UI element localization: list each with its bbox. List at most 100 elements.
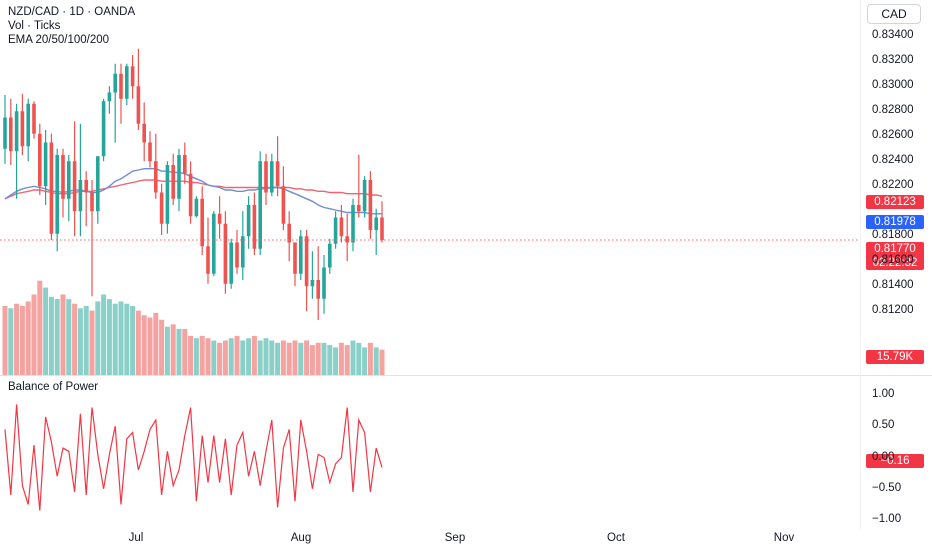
candle-body [304,236,309,287]
volume-bar [280,340,286,375]
candle-body [299,236,303,274]
candle-body [72,161,77,212]
bop-legend[interactable]: Balance of Power [8,381,99,393]
volume-bar [309,345,315,375]
volume-bar [112,303,118,375]
candle-body [183,155,187,174]
volume-bar [2,306,8,375]
bar-countdown: 02:22:32 [872,257,918,269]
volume-bar [14,303,20,375]
volume-bar [350,340,356,375]
candle-body [351,205,355,243]
candle-body [154,161,158,193]
price-tick-label: 0.82200 [872,179,914,192]
volume-bar [321,342,327,375]
volume-bar [118,301,124,375]
volume-bar [141,315,147,375]
candle-body [38,133,42,187]
volume-bar [153,312,159,375]
candle-body [188,173,193,217]
price-tick-label: 0.82600 [872,129,914,142]
candle-body [148,142,152,162]
volume-bar [304,340,310,375]
bop-tick-label: 1.00 [872,388,895,400]
volume-bar [246,338,252,375]
volume-bar [240,340,246,375]
bop-line [4,404,383,511]
candle-body [171,165,175,199]
volume-bar [83,306,89,375]
candle-body [125,66,129,99]
time-tick-label: Aug [290,532,312,544]
last-price-tag: 0.81770 02:22:32 [866,242,924,270]
volume-bar [72,303,78,375]
volume-bar [217,342,223,375]
candle-body [90,192,94,212]
candle-body [229,242,233,284]
candle-body [3,117,7,149]
volume-bar [25,301,31,375]
candle-body [357,205,361,212]
candle-body [26,103,30,147]
candle-body [113,73,117,93]
candle-body [14,111,19,152]
volume-bar [327,345,333,375]
candle-body [316,280,320,299]
volume-bar [251,335,257,375]
candle-body [333,217,338,244]
price-tick-label: 0.83200 [872,54,914,67]
volume-bar [130,306,136,375]
candle-body [368,180,373,230]
volume-bar [211,340,217,375]
candle-body [119,73,123,99]
symbol-title[interactable]: NZD/CAD · 1D · OANDA [8,6,136,18]
candle-body [281,186,286,224]
currency-button[interactable]: CAD [867,4,921,24]
candle-body [246,205,251,237]
bop-value-tag: −0.16 [866,454,924,468]
candle-body [345,236,349,243]
candle-body [380,217,384,240]
bop-tick-label: 0.50 [872,419,895,432]
volume-bar [344,345,350,375]
volume-bar [263,338,269,375]
volume-legend[interactable]: Vol · Ticks [8,20,61,32]
volume-bar [147,317,153,375]
volume-bar [188,335,194,375]
volume-bar [199,335,205,375]
candle-body [165,165,170,224]
volume-bar [298,342,304,375]
candle-body [264,161,268,193]
bop-tick-label: −1.00 [872,513,902,525]
candle-body [252,205,257,249]
time-tick-label: Nov [773,532,795,544]
price-tick-label: 0.81600 [872,254,914,267]
candle-body [223,223,228,284]
volume-bar [60,294,66,375]
volume-bar [333,347,339,375]
candle-body [142,123,146,143]
volume-bar [315,342,321,375]
volume-bar [43,287,49,375]
candle-body [287,223,291,243]
volume-bar [222,340,228,375]
volume-bar [159,319,165,375]
candle-body [136,86,141,124]
candle-body [78,180,83,212]
volume-value-tag: 15.79K [866,350,924,364]
volume-bar [269,340,275,375]
ema-legend[interactable]: EMA 20/50/100/200 [8,34,110,46]
candle-body [217,213,222,224]
volume-bar [193,338,199,375]
candle-body [322,267,326,299]
candle-body [20,111,25,147]
candle-body [194,198,199,217]
volume-bar [170,324,176,375]
volume-bar [356,342,362,375]
volume-bar [379,349,385,375]
volume-bar [89,310,95,375]
candle-body [241,236,245,268]
candle-body [55,155,59,234]
candle-body [362,180,367,212]
